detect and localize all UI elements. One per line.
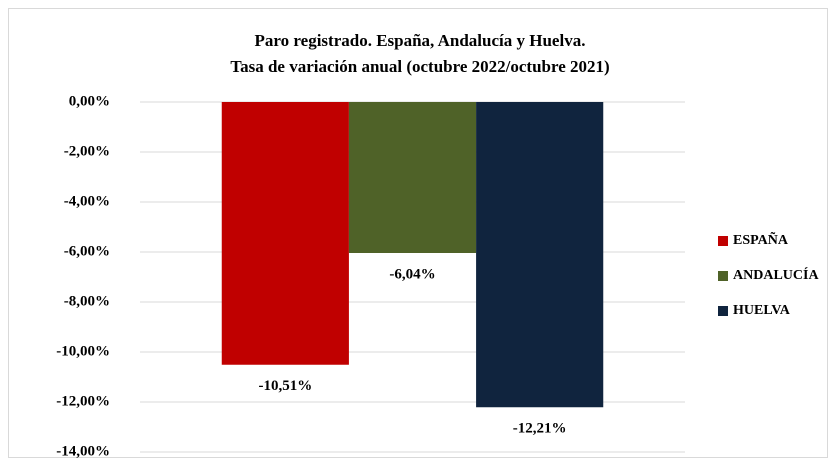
y-tick-label: -6,00% [64,243,110,259]
bar [348,102,477,253]
y-tick-label: -12,00% [56,393,110,409]
y-tick-label: -14,00% [56,443,110,459]
y-tick-label: 0,00% [69,93,110,109]
legend-swatch [718,306,728,316]
chart-title: Tasa de variación anual (octubre 2022/oc… [230,57,609,76]
bar [221,102,349,365]
data-label: -12,21% [513,421,567,437]
legend-label: ESPAÑA [733,230,789,248]
bar [476,102,604,408]
y-tick-label: -4,00% [64,193,110,209]
legend-swatch [718,271,728,281]
y-tick-label: -8,00% [64,293,110,309]
y-tick-label: -10,00% [56,343,110,359]
data-label: -10,51% [258,378,312,394]
y-tick-label: -2,00% [64,143,110,159]
legend-label: HUELVA [733,303,791,318]
chart-title: Paro registrado. España, Andalucía y Hue… [255,31,586,50]
data-label: -6,04% [389,266,435,282]
legend-swatch [718,236,728,246]
legend-label: ANDALUCÍA [733,266,819,283]
